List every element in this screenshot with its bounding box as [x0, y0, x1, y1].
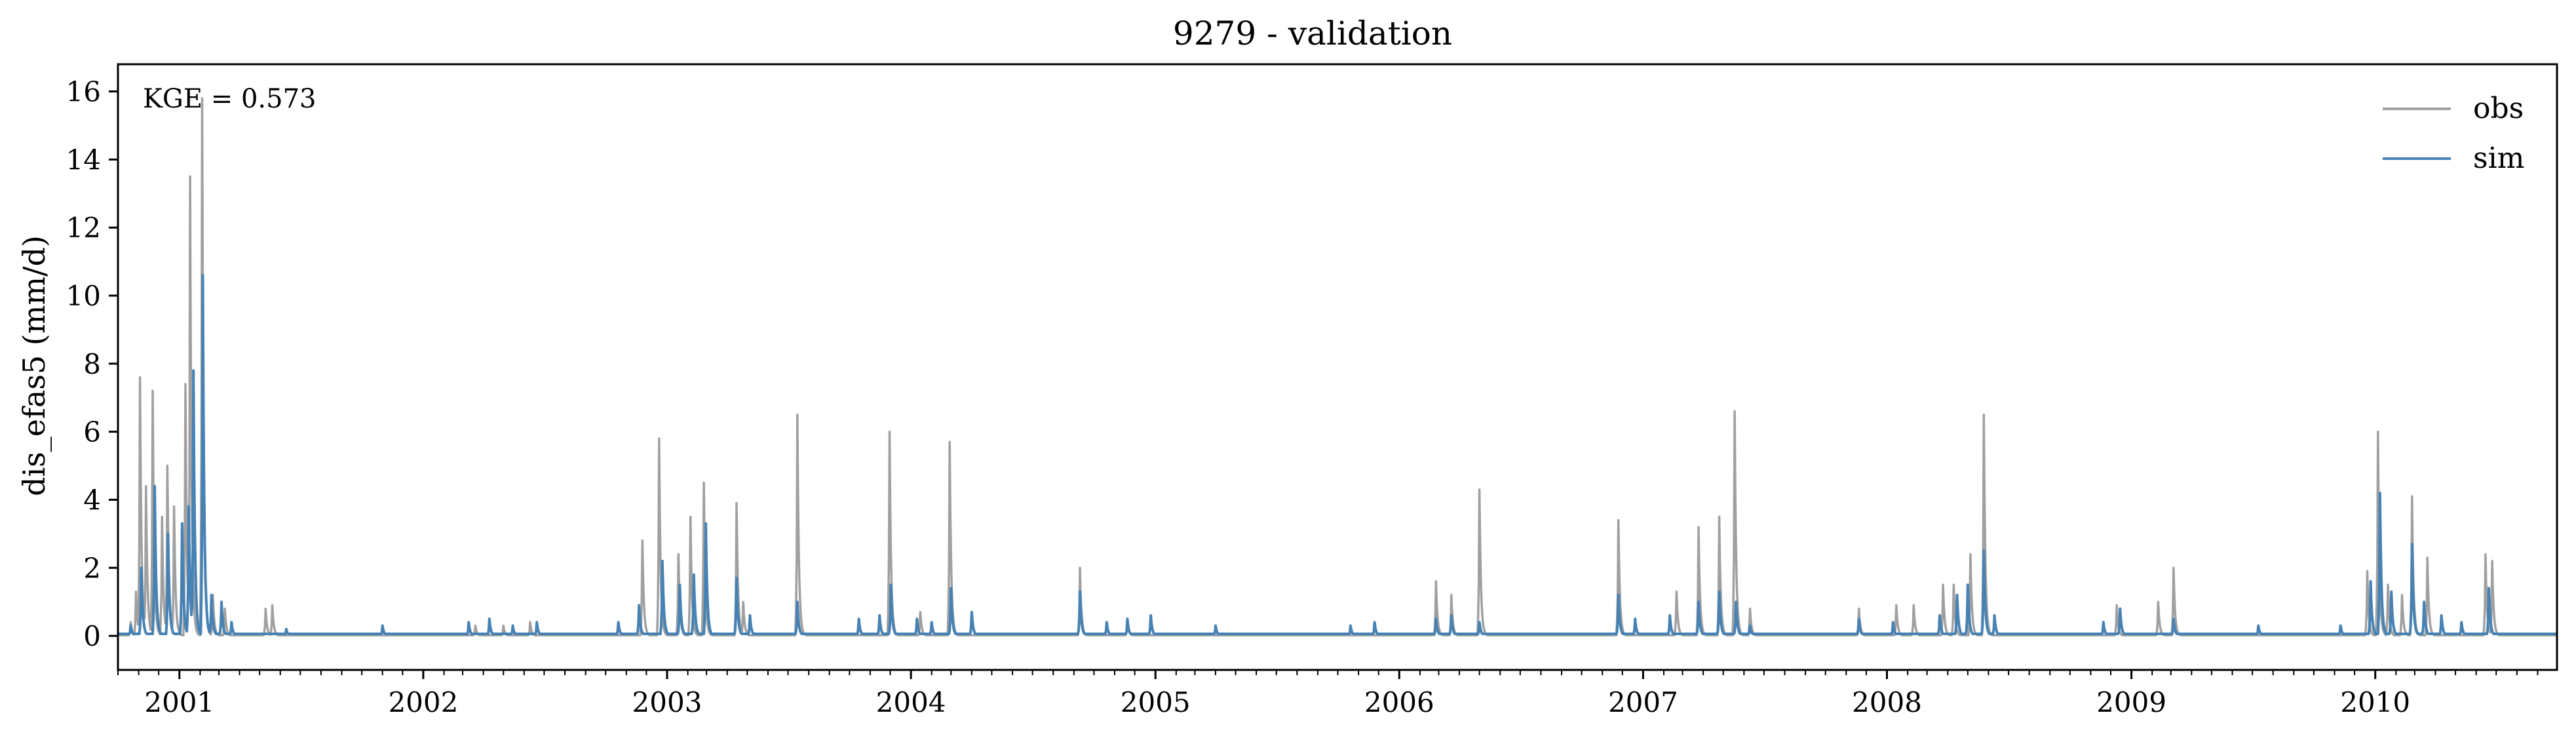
series-layer [118, 97, 2557, 636]
legend-sim-label: sim [2473, 142, 2524, 175]
x-tick-label: 2005 [1121, 686, 1191, 718]
series-line-sim [118, 273, 2557, 635]
y-tick-label: 8 [83, 348, 101, 380]
y-tick-label: 14 [66, 144, 101, 176]
x-tick-label: 2006 [1364, 686, 1434, 718]
y-axis-ticks: 0 2 4 6 8 10 12 14 16 [66, 76, 118, 652]
x-tick-label: 2010 [2340, 686, 2410, 718]
series-line-obs [118, 97, 2557, 636]
y-tick-label: 2 [83, 552, 101, 584]
y-tick-label: 16 [66, 76, 101, 108]
x-tick-label: 2001 [144, 686, 214, 718]
plot-frame [117, 63, 2558, 671]
y-tick-label: 4 [83, 484, 101, 516]
legend: obs sim [2383, 92, 2524, 175]
x-tick-label: 2004 [876, 686, 946, 718]
y-axis-label: dis_efas5 (mm/d) [16, 235, 52, 496]
kge-annotation: KGE = 0.573 [143, 84, 317, 114]
x-axis-ticks: 2001 2002 2003 2004 2005 2006 2007 2008 2009 2010 [117, 670, 2539, 718]
x-tick-label: 2009 [2096, 686, 2166, 718]
y-tick-label: 10 [66, 280, 101, 312]
x-tick-label: 2007 [1608, 686, 1678, 718]
y-tick-label: 0 [83, 620, 101, 652]
y-tick-label: 6 [83, 416, 101, 448]
x-tick-label: 2003 [632, 686, 702, 718]
x-tick-label: 2008 [1852, 686, 1922, 718]
chart-title: 9279 - validation [1173, 14, 1452, 52]
x-tick-label: 2002 [388, 686, 458, 718]
legend-obs-label: obs [2473, 92, 2524, 125]
y-tick-label: 12 [66, 212, 101, 244]
